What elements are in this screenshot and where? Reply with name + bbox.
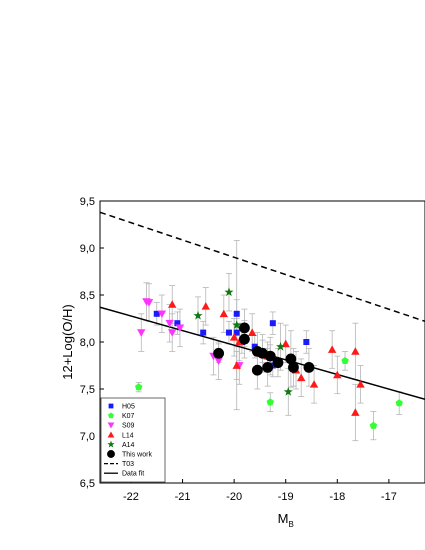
legend-marker-h05 [108, 403, 114, 409]
point-k07 [134, 383, 143, 391]
legend-box [100, 397, 166, 483]
y-tick-label: 6,5 [80, 478, 95, 490]
y-axis-title: 12+Log(O/H) [60, 304, 75, 380]
point-s09 [175, 324, 185, 333]
point-this-work [264, 350, 276, 362]
point-h05 [153, 310, 160, 317]
point-h05 [225, 329, 232, 336]
x-tick-label: -22 [123, 491, 139, 503]
legend-marker-s09 [107, 422, 115, 429]
x-axis: -22 -21 -20 -19 -18 -17 [123, 479, 397, 503]
legend-marker-k07 [108, 412, 114, 419]
point-l14 [309, 380, 319, 388]
y-tick-label: 9,0 [80, 243, 95, 255]
point-l14 [333, 370, 342, 379]
x-tick-label: -21 [175, 491, 191, 503]
point-h05 [233, 310, 240, 317]
legend-marker-l14 [107, 431, 115, 438]
point-k07 [395, 399, 403, 407]
point-l14 [351, 408, 360, 416]
point-s09 [165, 319, 174, 328]
y-tick-label: 9,5 [80, 196, 95, 208]
point-k07 [266, 398, 274, 406]
point-a14 [193, 310, 203, 320]
x-tick-label: -20 [226, 491, 242, 503]
point-this-work [239, 322, 250, 334]
point-l14 [296, 373, 306, 382]
y-tick-label: 8,0 [80, 337, 95, 349]
legend-label-k07: K07 [122, 413, 135, 420]
point-this-work [262, 361, 274, 373]
point-h05 [269, 362, 276, 369]
point-l14 [351, 347, 360, 355]
point-h05 [174, 320, 181, 327]
x-tick-label: -19 [278, 491, 294, 503]
point-this-work [303, 361, 315, 373]
y-tick-label: 7,0 [80, 431, 95, 443]
legend-marker-this-work [107, 450, 115, 458]
data-points [134, 287, 403, 429]
point-h05 [233, 329, 240, 336]
legend-label-h05: H05 [122, 404, 135, 411]
point-this-work [251, 364, 263, 376]
point-s09 [168, 329, 177, 337]
point-a14 [283, 387, 293, 396]
point-s09 [137, 329, 146, 337]
point-l14 [201, 302, 210, 310]
point-this-work [288, 361, 299, 373]
point-s09 [214, 357, 223, 365]
legend: H05 K07 S09 L14 A14 This work T03 Data fit [100, 397, 166, 483]
point-l14 [356, 380, 365, 388]
x-axis-title-main: M [278, 511, 289, 526]
legend-label-this-work: This work [122, 452, 152, 459]
legend-label-data-fit: Data fit [122, 471, 144, 478]
point-this-work [239, 333, 250, 345]
x-axis-title-subscript: B [288, 520, 293, 529]
point-this-work [213, 347, 225, 359]
point-a14 [232, 320, 242, 329]
point-this-work [272, 357, 284, 369]
point-l14 [327, 345, 337, 353]
point-l14 [232, 361, 241, 369]
error-bars [135, 240, 403, 442]
legend-label-s09: S09 [122, 423, 135, 430]
point-s09 [144, 299, 154, 307]
point-this-work [285, 353, 297, 365]
point-l14 [247, 328, 257, 336]
x-tick-label: -18 [329, 491, 345, 503]
legend-label-a14: A14 [122, 442, 135, 449]
legend-label-l14: L14 [122, 432, 134, 439]
point-k07 [369, 421, 378, 429]
point-h05 [269, 320, 276, 327]
point-l14 [168, 300, 177, 308]
y-axis: 6,5 7,0 7,5 8,0 8,5 9,0 9,5 [80, 196, 104, 490]
x-axis-title: MB [278, 511, 294, 529]
point-k07 [341, 356, 349, 364]
point-h05 [200, 329, 207, 336]
legend-marker-a14 [107, 440, 115, 448]
legend-label-t03: T03 [122, 461, 134, 468]
point-h05 [303, 339, 310, 345]
point-l14 [219, 309, 229, 318]
x-tick-label: -17 [381, 491, 397, 503]
point-a14 [275, 341, 286, 351]
fit-line-t03 [99, 211, 425, 323]
y-tick-label: 7,5 [80, 384, 95, 396]
point-s09 [157, 310, 167, 318]
point-a14 [224, 287, 234, 297]
point-l14 [229, 333, 239, 341]
y-tick-label: 8,5 [80, 290, 95, 302]
